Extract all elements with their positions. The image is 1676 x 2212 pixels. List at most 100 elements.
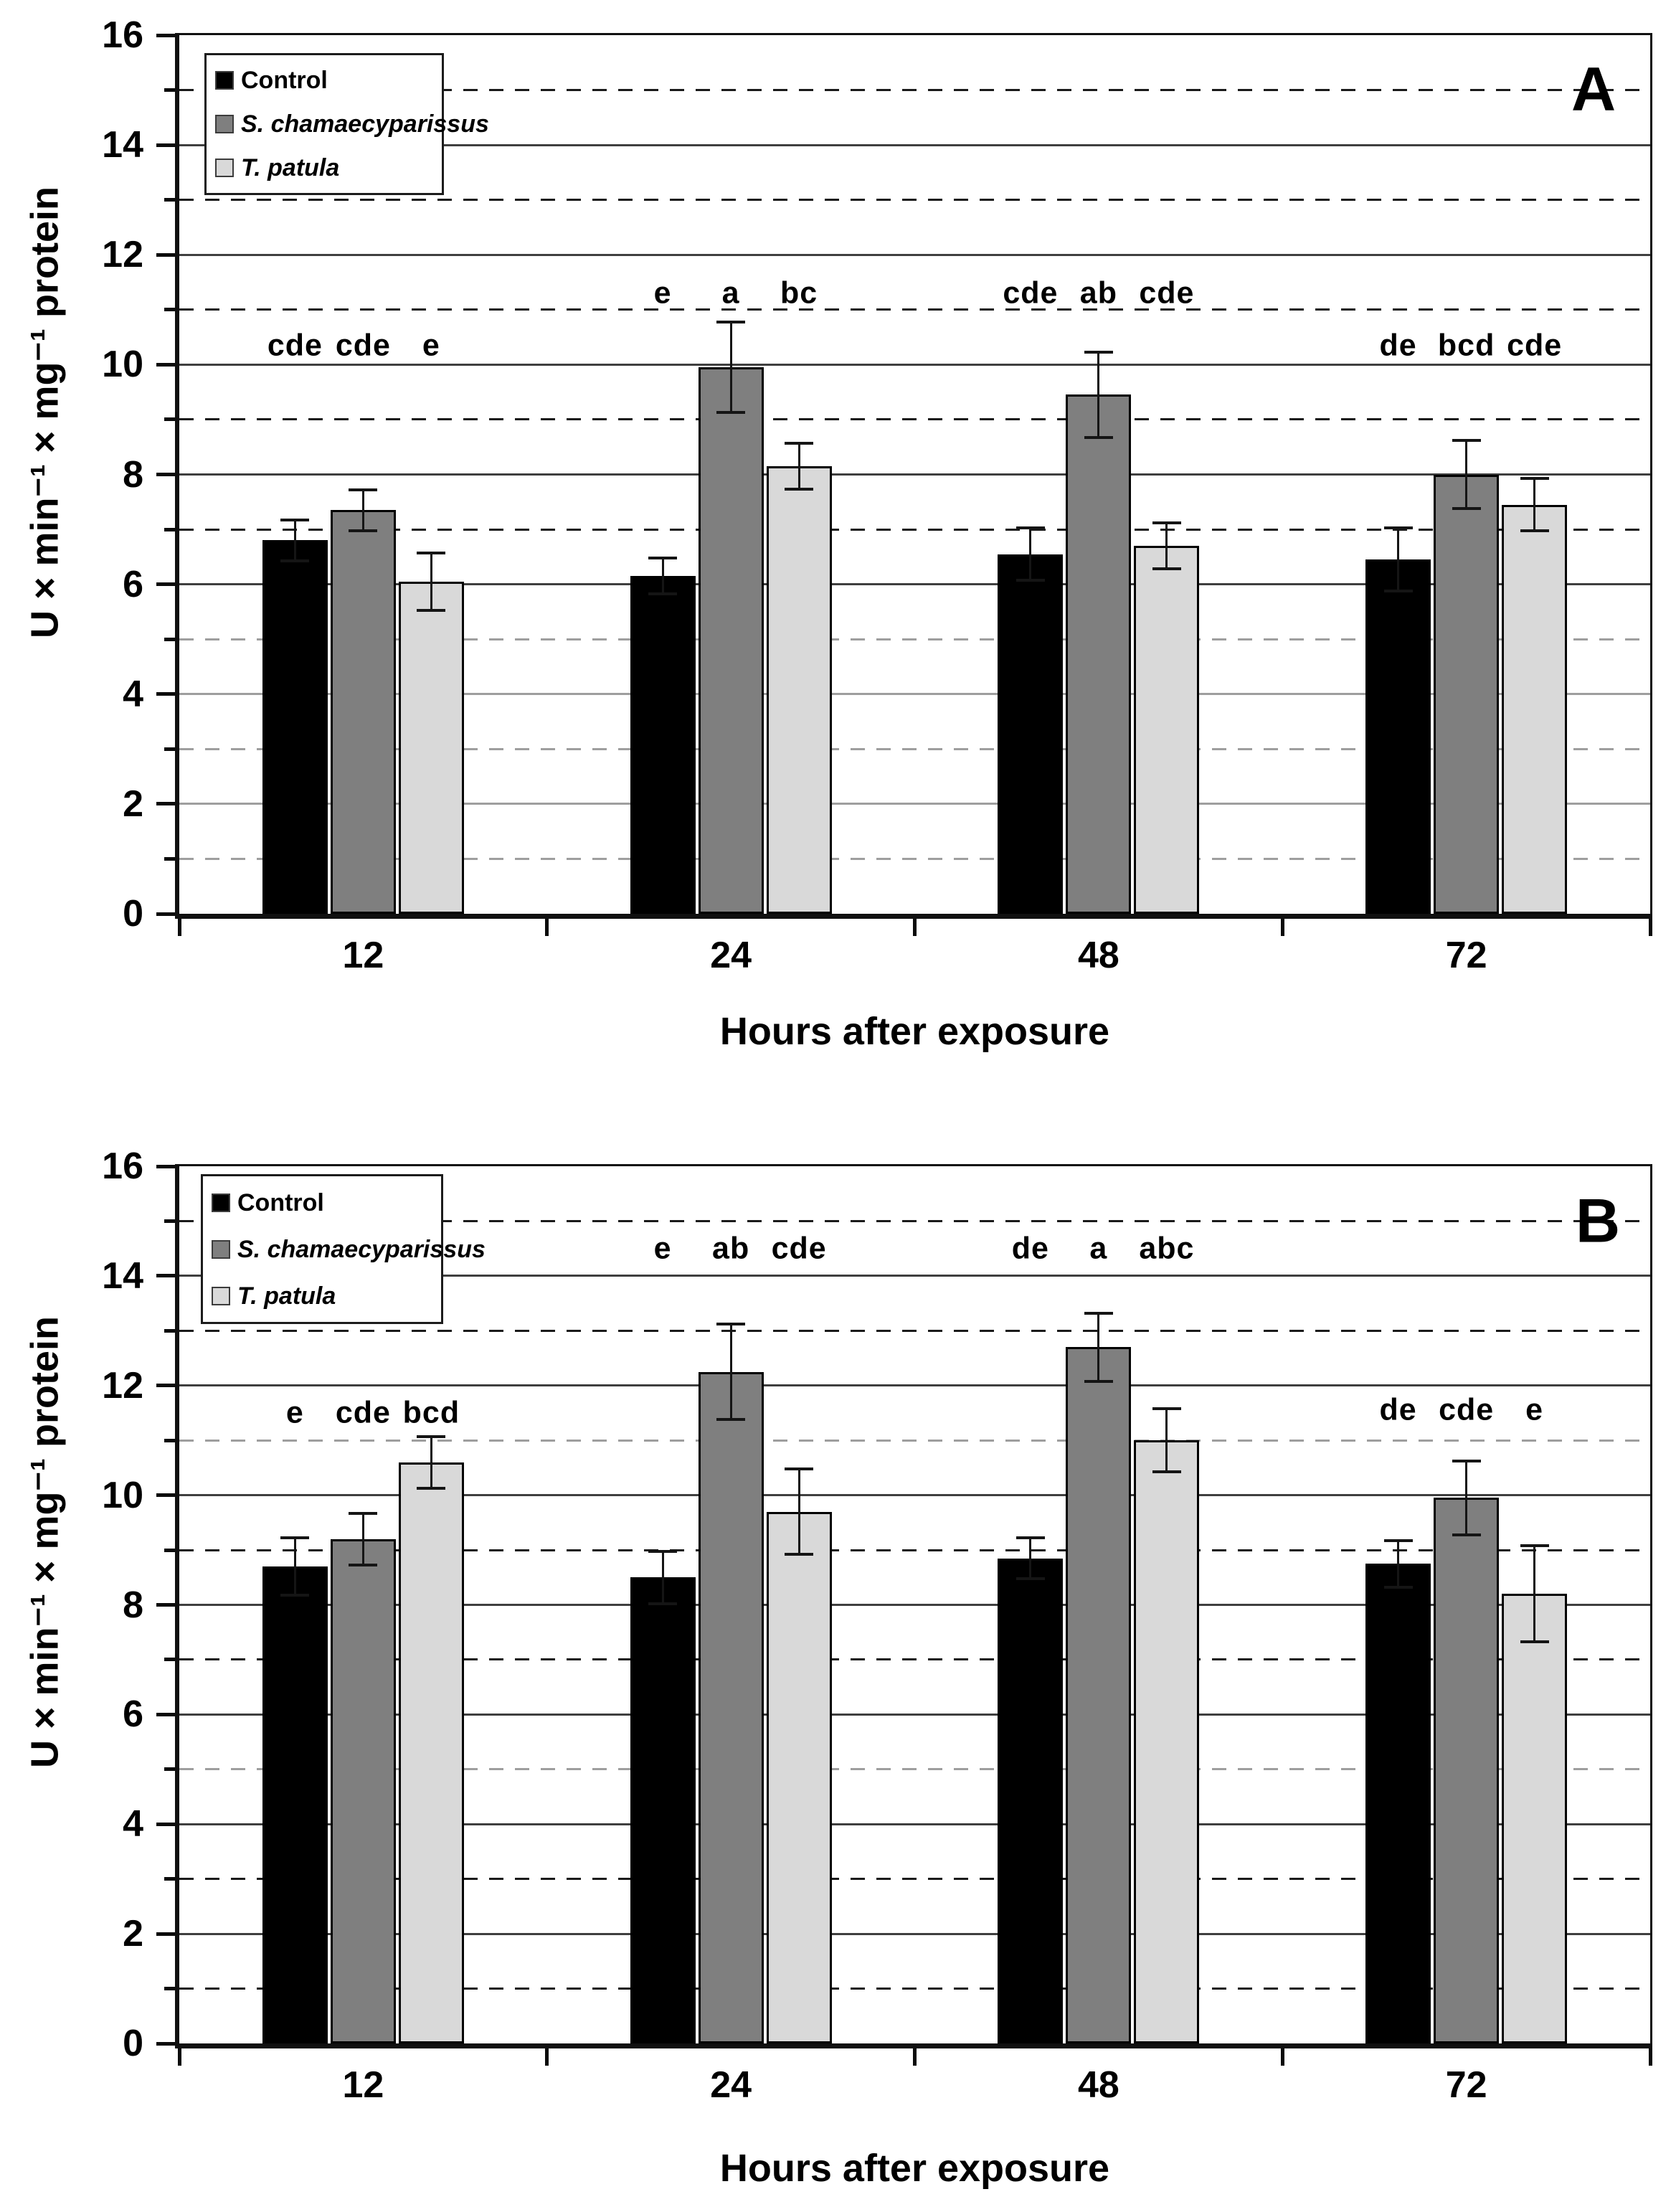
y-tick-11 xyxy=(164,308,175,312)
bar-B-24h-s-chamaecyparissus xyxy=(698,1371,764,2043)
y-tick-label-10: 10 xyxy=(102,344,143,386)
x-tick-0 xyxy=(177,2048,181,2066)
legend-swatch xyxy=(212,1193,230,1212)
error-bar-whisker xyxy=(1533,477,1536,532)
error-bar-cap-bottom xyxy=(648,592,678,595)
x-tick-label-72: 72 xyxy=(1445,935,1487,976)
sig-letter: cde xyxy=(1439,1392,1495,1427)
legend-item-label: S. chamaecyparissus xyxy=(241,110,489,138)
sig-letter: e xyxy=(653,275,672,311)
bar-B-72h-s-chamaecyparissus xyxy=(1434,1498,1500,2043)
x-tick-3 xyxy=(1280,2048,1284,2066)
legend-item-s-chamaecyparissus: S. chamaecyparissus xyxy=(215,112,489,136)
sig-letter: cde xyxy=(335,328,391,363)
y-tick-6 xyxy=(156,582,175,587)
legend-swatch xyxy=(215,114,234,133)
x-tick-1 xyxy=(545,919,549,936)
x-tick-label-12: 12 xyxy=(342,935,384,976)
y-tick-label-14: 14 xyxy=(102,124,143,166)
x-tick-label-24: 24 xyxy=(710,935,752,976)
y-tick-5 xyxy=(164,1767,175,1772)
y-tick-15 xyxy=(164,88,175,93)
gridline-y15 xyxy=(179,89,1650,92)
error-bar-whisker xyxy=(293,518,296,562)
bar-B-72h-control xyxy=(1365,1564,1431,2043)
error-bar-cap-top xyxy=(280,518,310,521)
y-tick-1 xyxy=(164,856,175,861)
gridline-y5 xyxy=(179,1768,1650,1771)
x-tick-4 xyxy=(1648,919,1652,936)
error-bar-whisker xyxy=(430,1435,432,1490)
error-bar-cap-bottom xyxy=(648,1602,678,1605)
bar-B-12h-t-patula xyxy=(398,1462,464,2043)
error-bar-cap-top xyxy=(1152,1407,1181,1411)
sig-letter: cde xyxy=(1139,275,1195,311)
y-tick-label-4: 4 xyxy=(123,1803,143,1845)
error-bar-cap-top xyxy=(785,1467,814,1471)
panel-label-B: B xyxy=(1575,1186,1621,1256)
gridline-y12 xyxy=(179,253,1650,256)
y-axis-title-A: U × min⁻¹ × mg⁻¹ protein xyxy=(23,186,67,639)
y-tick-12 xyxy=(156,252,175,257)
bar-B-24h-control xyxy=(630,1577,696,2043)
gridline-y11 xyxy=(179,308,1650,311)
sig-letter: bcd xyxy=(402,1395,460,1430)
bar-B-24h-t-patula xyxy=(766,1511,832,2043)
legend-item-label: Control xyxy=(237,1188,324,1216)
error-bar-cap-bottom xyxy=(417,608,446,612)
x-tick-0 xyxy=(177,919,181,936)
error-bar-whisker xyxy=(1097,351,1100,439)
bar-A-72h-control xyxy=(1365,559,1431,914)
bar-B-48h-control xyxy=(998,1558,1064,2043)
error-bar-whisker xyxy=(1165,521,1168,571)
error-bar-cap-top xyxy=(1383,526,1413,530)
error-bar-whisker xyxy=(1533,1544,1536,1643)
y-tick-11 xyxy=(164,1438,175,1442)
error-bar-whisker xyxy=(797,1467,800,1556)
y-tick-label-4: 4 xyxy=(123,673,143,715)
error-bar-cap-top xyxy=(417,1435,446,1438)
legend-item-control: Control xyxy=(215,68,435,93)
error-bar-cap-top xyxy=(349,1511,378,1515)
error-bar-whisker xyxy=(797,441,800,491)
sig-letter: e xyxy=(1525,1392,1544,1427)
error-bar-cap-bottom xyxy=(1015,578,1045,582)
sig-letter: cde xyxy=(1003,275,1059,311)
error-bar-whisker xyxy=(1397,1539,1400,1589)
error-bar-whisker xyxy=(430,551,432,612)
error-bar-cap-top xyxy=(280,1536,310,1539)
error-bar-whisker xyxy=(361,488,364,532)
y-tick-label-2: 2 xyxy=(123,1913,143,1955)
x-tick-1 xyxy=(545,2048,549,2066)
error-bar-cap-top xyxy=(417,551,446,554)
bar-A-48h-control xyxy=(998,554,1064,914)
bar-A-12h-t-patula xyxy=(398,581,464,914)
bar-A-24h-s-chamaecyparissus xyxy=(698,367,764,914)
sig-letter: abc xyxy=(1139,1231,1195,1266)
error-bar-cap-bottom xyxy=(349,529,378,532)
error-bar-cap-bottom xyxy=(280,559,310,562)
error-bar-cap-top xyxy=(785,441,814,445)
legend-A: Control S. chamaecyparissus T. patula xyxy=(204,53,489,195)
error-bar-whisker xyxy=(1097,1311,1100,1383)
legend-swatch xyxy=(215,159,234,178)
legend-swatch xyxy=(212,1239,230,1259)
y-axis-title-B: U × min⁻¹ × mg⁻¹ protein xyxy=(23,1315,67,1769)
sig-letter: de xyxy=(1011,1231,1049,1266)
error-bar-cap-bottom xyxy=(417,1486,446,1490)
y-tick-1 xyxy=(164,1987,175,1991)
gridline-y6 xyxy=(179,1713,1650,1716)
sig-letter: bcd xyxy=(1437,328,1495,363)
y-tick-label-0: 0 xyxy=(123,2023,143,2064)
sig-letter: cde xyxy=(1507,328,1563,363)
y-tick-10 xyxy=(156,1493,175,1498)
bar-A-72h-t-patula xyxy=(1502,504,1568,914)
error-bar-cap-bottom xyxy=(1152,567,1181,571)
error-bar-cap-top xyxy=(1015,526,1045,530)
y-tick-9 xyxy=(164,1548,175,1552)
y-tick-label-2: 2 xyxy=(123,783,143,825)
legend-item-control: Control xyxy=(212,1191,434,1215)
bar-A-24h-control xyxy=(630,576,696,914)
error-bar-cap-bottom xyxy=(1520,529,1549,532)
